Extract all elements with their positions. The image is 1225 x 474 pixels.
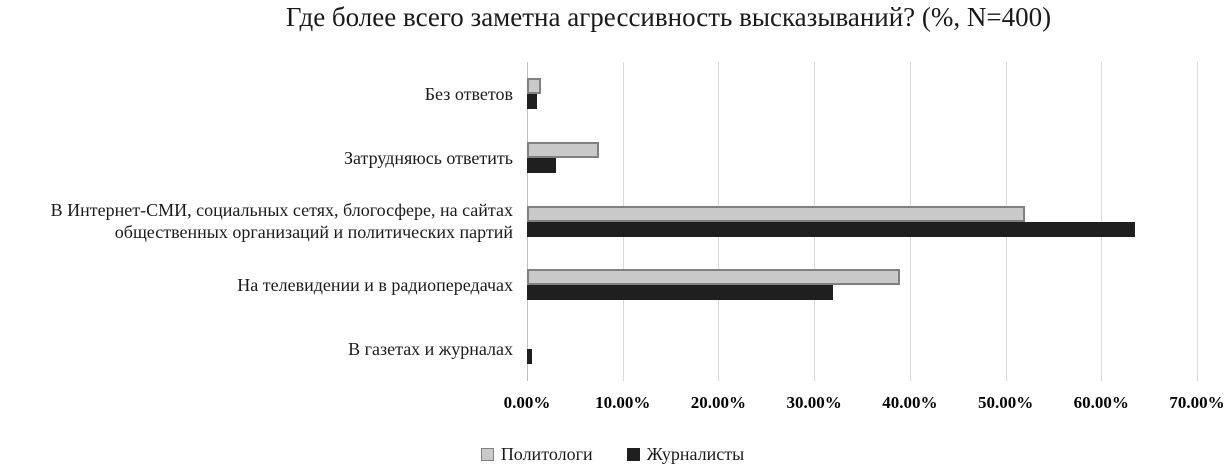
x-tick-label: 60.00% — [1073, 393, 1129, 412]
x-tick-label: 70.00% — [1169, 393, 1225, 412]
x-tick-label: 50.00% — [977, 393, 1034, 412]
plot-area — [527, 62, 1198, 381]
bar-zhurnalisty — [527, 285, 834, 301]
gridline — [1101, 62, 1103, 381]
x-tick-label: 20.00% — [690, 393, 747, 412]
bar-politologi — [527, 269, 901, 286]
legend-item: Журналисты — [626, 443, 745, 465]
legend-label: Журналисты — [646, 443, 745, 464]
x-tick-label: 30.00% — [786, 393, 842, 412]
x-tick-label: 10.00% — [595, 393, 651, 412]
bar-zhurnalisty — [527, 157, 556, 173]
bar-zhurnalisty — [527, 349, 532, 365]
x-tick-label: 40.00% — [882, 393, 938, 412]
category-label: На телевидении и в радиопередачах — [237, 275, 513, 296]
legend-swatch-icon — [480, 447, 494, 461]
bar-zhurnalisty — [527, 94, 537, 109]
category-label: В газетах и журналах — [348, 339, 513, 360]
legend-item: Политологи — [480, 443, 593, 465]
x-tick-label: 0.00% — [503, 393, 551, 412]
chart-title: Где более всего заметна агрессивность вы… — [285, 2, 1052, 32]
legend: Политологи Журналисты — [0, 442, 1225, 466]
category-label: Затрудняюсь ответить — [343, 147, 513, 168]
bar-politologi — [527, 78, 542, 94]
category-label: В Интернет-СМИ, социальных сетях, блогос… — [50, 200, 513, 243]
bar-politologi — [527, 141, 599, 158]
category-axis-labels: Без ответов Затрудняюсь ответить В Интерне… — [0, 62, 519, 381]
value-axis-ticks: 0.00% 10.00% 20.00% 30.00% 40.00% 50.00% 60.00… — [0, 393, 1225, 417]
bar-politologi — [527, 205, 1025, 222]
legend-label: Политологи — [500, 443, 593, 464]
gridline — [1197, 62, 1198, 381]
legend-swatch-icon — [626, 447, 640, 461]
bar-zhurnalisty — [527, 221, 1135, 237]
category-label: Без ответов — [424, 83, 513, 104]
